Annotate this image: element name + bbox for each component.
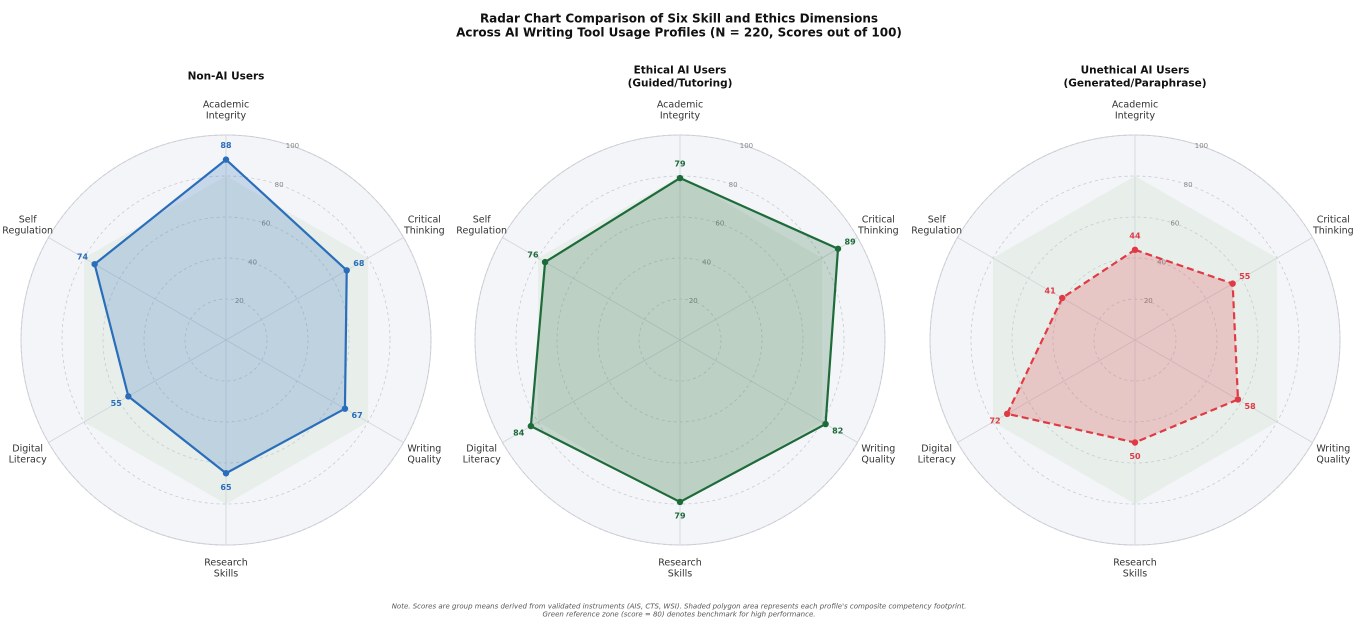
chart-title: Non-AI Users xyxy=(187,70,265,83)
r-tick-label: 60 xyxy=(261,220,270,228)
category-label: Academic Integrity xyxy=(656,99,704,122)
r-tick-label: 80 xyxy=(1184,181,1193,189)
value-label: 65 xyxy=(220,483,232,492)
category-label: Digital Literacy xyxy=(917,443,956,466)
grid-ring xyxy=(20,134,432,546)
data-point xyxy=(1003,410,1011,417)
spoke xyxy=(1134,237,1313,341)
data-point xyxy=(676,174,684,182)
category-label: Self Regulation xyxy=(2,214,54,237)
category-label: Research Skills xyxy=(204,557,248,580)
value-label: 76 xyxy=(527,251,539,260)
value-label: 89 xyxy=(845,237,857,246)
r-tick-label: 20 xyxy=(235,297,244,305)
spoke xyxy=(1134,339,1313,443)
spoke xyxy=(48,339,227,443)
value-label: 74 xyxy=(77,253,89,262)
note: Note. Scores are group means derived fro… xyxy=(391,602,967,619)
data-point xyxy=(1059,294,1066,302)
r-tick-label: 80 xyxy=(729,181,738,189)
category-label: Critical Thinking xyxy=(1312,214,1354,237)
category-label: Research Skills xyxy=(1113,557,1157,580)
category-label: Academic Integrity xyxy=(1111,99,1159,122)
data-point xyxy=(1229,280,1236,287)
r-tick-label: 100 xyxy=(1195,142,1208,150)
category-label: Academic Integrity xyxy=(202,99,250,122)
spoke xyxy=(225,237,404,341)
category-label: Critical Thinking xyxy=(857,214,899,237)
r-tick-label: 40 xyxy=(248,258,257,266)
category-label: Digital Literacy xyxy=(8,443,47,466)
category-label: Digital Literacy xyxy=(462,443,501,466)
value-label: 44 xyxy=(1129,231,1141,240)
r-tick-label: 80 xyxy=(275,181,284,189)
data-point xyxy=(541,258,549,266)
category-label: Research Skills xyxy=(658,557,702,580)
spoke xyxy=(48,237,227,341)
r-tick-label: 20 xyxy=(689,297,698,305)
category-label: Writing Quality xyxy=(407,443,442,466)
value-label: 82 xyxy=(832,427,843,436)
value-label: 68 xyxy=(353,259,365,268)
data-point xyxy=(834,245,842,252)
category-label: Self Regulation xyxy=(456,214,508,237)
data-point xyxy=(222,470,230,477)
r-tick-label: 100 xyxy=(740,142,753,150)
r-tick-label: 40 xyxy=(702,258,711,266)
r-tick-label: 40 xyxy=(1157,258,1166,266)
r-tick-label: 60 xyxy=(715,220,724,228)
value-label: 55 xyxy=(1239,272,1251,281)
value-label: 88 xyxy=(220,141,232,150)
grid-ring xyxy=(61,175,391,505)
category-label: Critical Thinking xyxy=(403,214,445,237)
chart-title: Unethical AI Users (Generated/Paraphrase… xyxy=(1063,64,1207,89)
value-label: 72 xyxy=(989,416,1000,425)
data-point xyxy=(1234,396,1242,403)
value-label: 50 xyxy=(1129,452,1141,461)
value-label: 41 xyxy=(1045,286,1057,295)
category-label: Writing Quality xyxy=(861,443,896,466)
grid-ring xyxy=(970,175,1300,505)
value-label: 84 xyxy=(513,429,525,438)
spoke xyxy=(502,237,681,341)
data-point xyxy=(341,405,349,412)
data-point xyxy=(1131,246,1139,253)
data-point xyxy=(822,420,829,428)
chart-title: Ethical AI Users (Guided/Tutoring) xyxy=(627,64,733,89)
value-label: 55 xyxy=(111,399,123,408)
value-label: 67 xyxy=(352,411,363,420)
data-point xyxy=(527,422,535,430)
value-label: 79 xyxy=(674,511,686,520)
data-point xyxy=(125,393,132,400)
category-label: Self Regulation xyxy=(911,214,963,237)
data-point xyxy=(222,156,230,163)
spoke xyxy=(957,339,1136,443)
r-tick-label: 60 xyxy=(1170,220,1179,228)
grid-ring xyxy=(929,134,1341,546)
grid-ring xyxy=(515,175,845,505)
data-point xyxy=(676,498,684,506)
value-label: 58 xyxy=(1245,402,1257,411)
spoke xyxy=(679,237,858,341)
value-label: 79 xyxy=(674,160,686,169)
main-title: Radar Chart Comparison of Six Skill and … xyxy=(456,11,902,40)
spoke xyxy=(225,339,404,443)
data-point xyxy=(1131,439,1139,446)
spoke xyxy=(957,237,1136,341)
grid-ring xyxy=(474,134,886,546)
r-tick-label: 100 xyxy=(286,142,299,150)
data-point xyxy=(91,260,98,268)
category-label: Writing Quality xyxy=(1316,443,1351,466)
data-point xyxy=(343,267,350,274)
r-tick-label: 20 xyxy=(1144,297,1153,305)
